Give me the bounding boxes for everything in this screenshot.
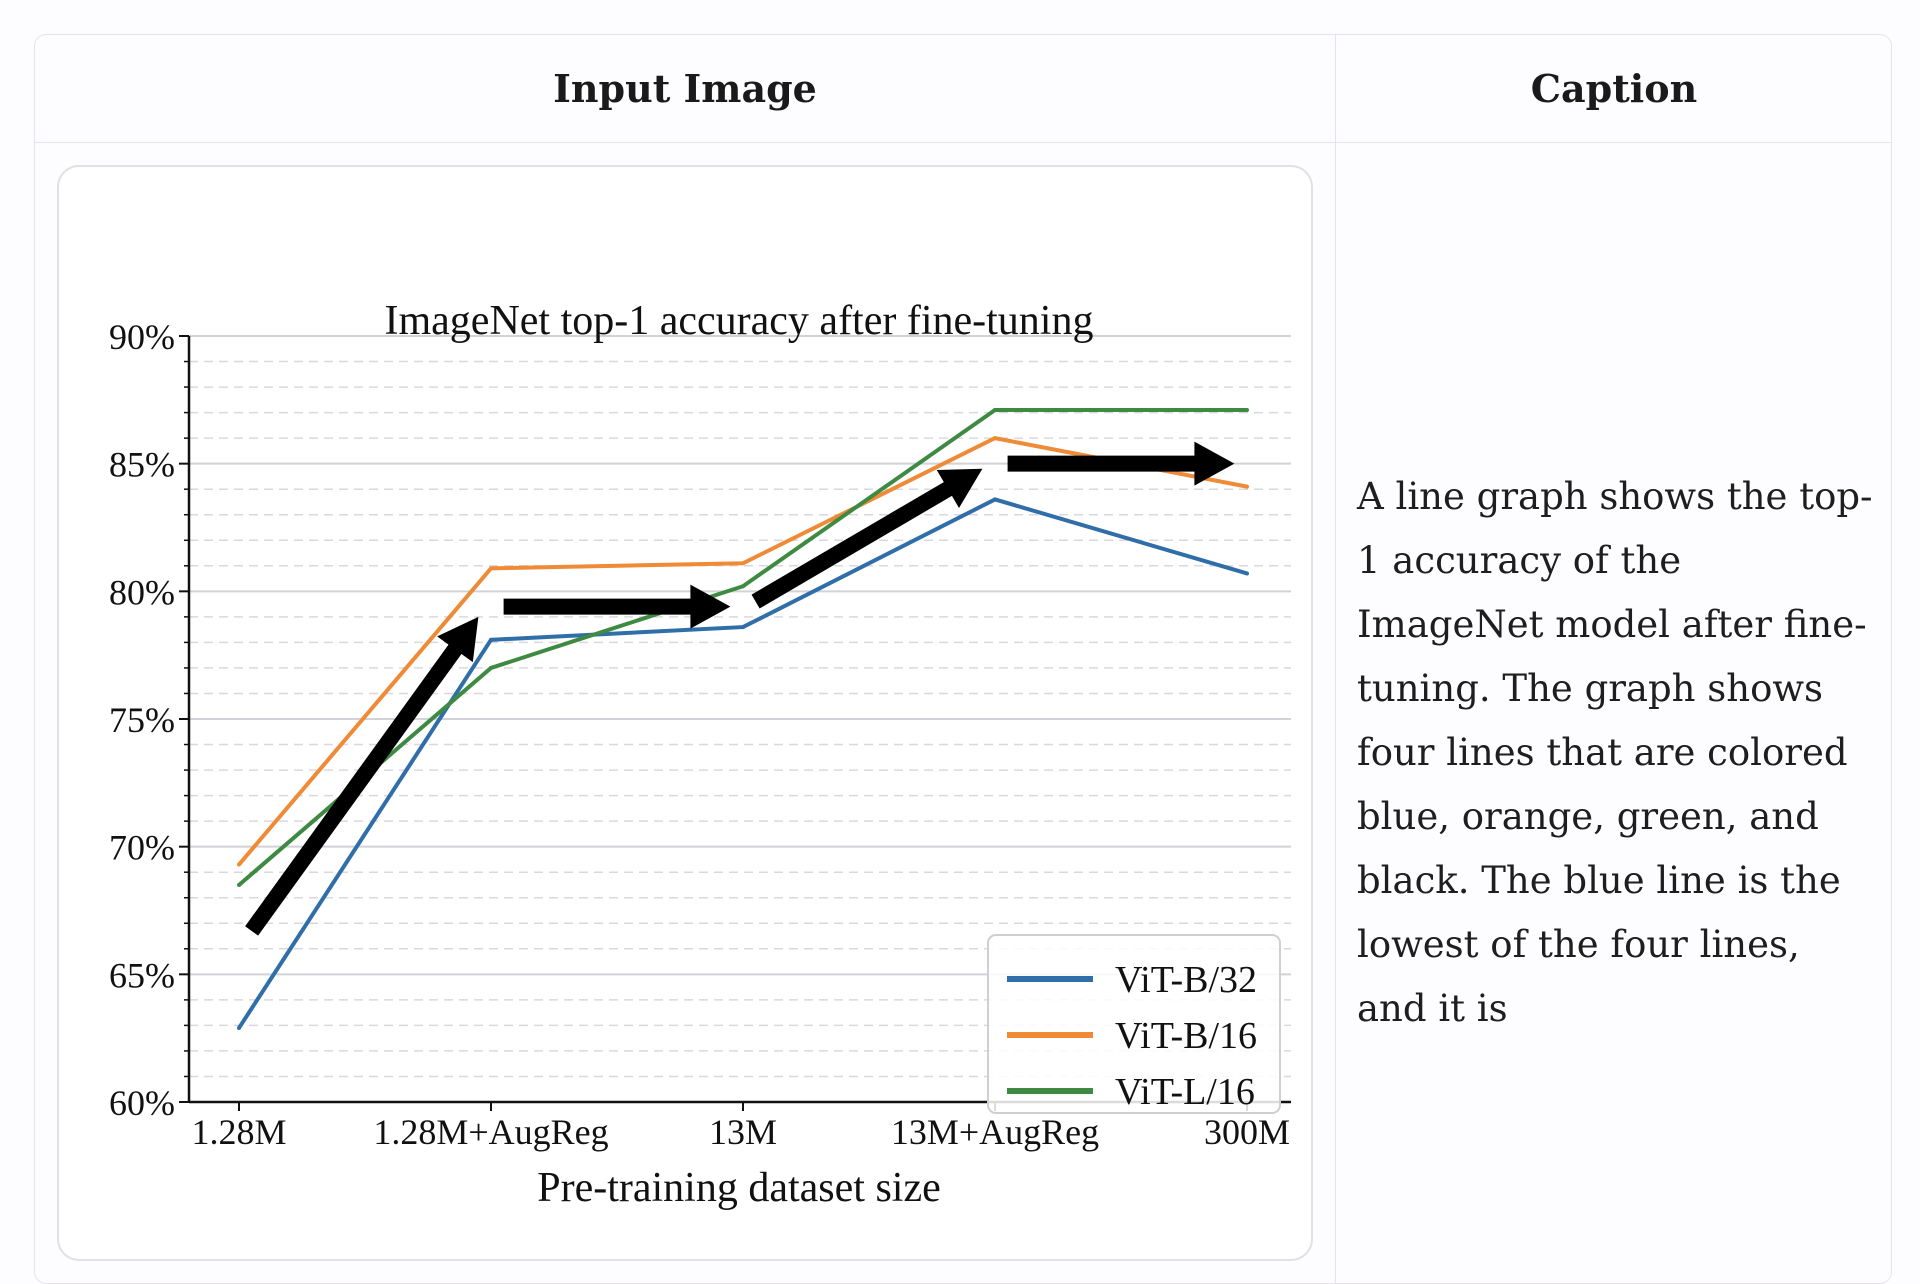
data-point: [1245, 571, 1249, 576]
caption-text: A line graph shows the top-1 accuracy of…: [1357, 475, 1873, 1030]
data-point: [993, 497, 997, 502]
x-tick-label: 1.28M+AugReg: [373, 1112, 608, 1152]
legend-entry-label: ViT-B/16: [1115, 1015, 1257, 1057]
x-tick-label: 1.28M: [191, 1112, 286, 1152]
y-tick-label: 60%: [109, 1083, 175, 1123]
data-point: [489, 637, 493, 642]
trend-arrow: [503, 584, 731, 629]
series-line-vit-b-16: [237, 436, 1248, 866]
trend-arrow-shape: [245, 616, 479, 936]
legend: ViT-B/32 ViT-B/16 ViT-L/16: [987, 934, 1281, 1114]
comparison-table: Input Image Caption 60% 65% 70% 75% 80% 85% 90…: [34, 34, 1892, 1284]
table-header-row: [35, 35, 1891, 143]
legend-entry-label: ViT-B/32: [1115, 959, 1257, 1001]
x-tick-label: 13M: [709, 1112, 777, 1152]
trend-arrow-shape: [1007, 441, 1235, 486]
y-tick-label: 90%: [109, 317, 175, 357]
data-point: [741, 625, 745, 630]
accuracy-line-chart: 60% 65% 70% 75% 80% 85% 90% 1.28M 1.28M+AugReg 13…: [109, 298, 1291, 1211]
data-point: [489, 665, 493, 670]
series-line-vit-l-16: [237, 408, 1247, 887]
y-tick-label: 70%: [109, 828, 175, 868]
trend-arrow: [751, 468, 983, 609]
x-tick-label: 300M: [1204, 1112, 1290, 1152]
trend-arrow: [245, 616, 479, 936]
data-point: [237, 1025, 241, 1030]
data-point: [489, 566, 493, 571]
trend-arrow-shape: [751, 468, 983, 609]
trend-arrow: [1007, 441, 1235, 486]
y-tick-label: 65%: [109, 955, 175, 995]
data-point: [237, 882, 241, 887]
data-point: [993, 436, 997, 441]
series-layer: [237, 408, 1249, 1030]
data-point: [741, 561, 745, 566]
legend-entry-label: ViT-L/16: [1115, 1071, 1255, 1113]
data-point: [741, 584, 745, 589]
header-input-image: Input Image: [553, 66, 817, 111]
y-tick-label: 85%: [109, 445, 175, 485]
trend-arrow-shape: [503, 584, 731, 629]
input-image-card: 60% 65% 70% 75% 80% 85% 90% 1.28M 1.28M+AugReg 13…: [57, 165, 1313, 1261]
data-point: [1245, 484, 1249, 489]
column-divider: [1335, 35, 1336, 1283]
header-caption: Caption: [1530, 66, 1698, 111]
chart-title: ImageNet top-1 accuracy after fine-tunin…: [385, 298, 1094, 344]
data-point: [1245, 408, 1249, 413]
x-axis-label: Pre-training dataset size: [537, 1165, 941, 1211]
x-tick-label: 13M+AugReg: [891, 1112, 1099, 1152]
y-tick-label: 80%: [109, 572, 175, 612]
data-point: [993, 408, 997, 413]
data-point: [237, 862, 241, 867]
axes-layer: 60% 65% 70% 75% 80% 85% 90% 1.28M 1.28M+AugReg 13…: [109, 317, 1291, 1152]
arrow-layer: [245, 441, 1235, 936]
y-tick-label: 75%: [109, 700, 175, 740]
